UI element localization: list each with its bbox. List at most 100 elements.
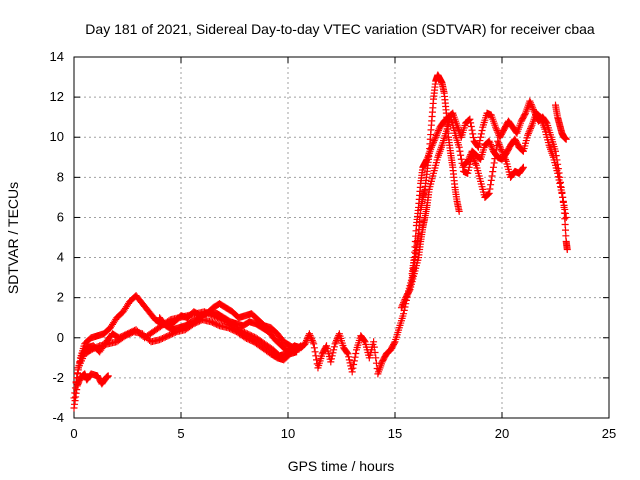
data-point <box>464 157 472 165</box>
data-point <box>432 132 440 140</box>
series-s9 <box>459 109 570 221</box>
data-point <box>345 353 353 361</box>
data-point <box>465 163 473 171</box>
data-point <box>350 357 358 365</box>
data-point <box>467 123 475 131</box>
data-point <box>352 349 360 357</box>
data-point <box>526 126 534 134</box>
plot-frame <box>73 56 610 419</box>
data-point <box>478 127 486 135</box>
data-point <box>399 300 407 308</box>
y-tick-label: 14 <box>50 49 64 64</box>
data-point <box>529 104 537 112</box>
data-point <box>457 151 465 159</box>
data-point <box>495 141 503 149</box>
data-point <box>526 97 534 105</box>
data-point <box>371 348 379 356</box>
data-point <box>466 152 474 160</box>
data-point <box>332 338 340 346</box>
data-point <box>559 193 567 201</box>
data-point <box>104 372 112 380</box>
y-tick-label: -2 <box>52 370 64 385</box>
data-point <box>494 137 502 145</box>
data-point <box>434 128 442 136</box>
data-point <box>477 130 485 138</box>
data-point <box>397 304 405 312</box>
y-tick-label: 4 <box>57 250 64 265</box>
data-point <box>71 384 79 392</box>
y-tick-label: -4 <box>52 410 64 425</box>
data-point <box>561 209 569 217</box>
data-point <box>492 123 500 131</box>
data-point <box>525 128 533 136</box>
data-point <box>527 125 535 133</box>
data-point <box>329 349 337 357</box>
data-point <box>71 389 79 397</box>
data-point <box>430 137 438 145</box>
data-point <box>493 127 501 135</box>
data-point <box>472 160 480 168</box>
data-point <box>400 297 408 305</box>
x-tick-label: 0 <box>70 426 77 441</box>
data-point <box>484 190 492 198</box>
data-point <box>428 142 436 150</box>
data-point <box>347 365 355 373</box>
data-point <box>521 110 529 118</box>
y-tick-label: 0 <box>57 330 64 345</box>
data-point <box>344 350 352 358</box>
data-point <box>555 176 563 184</box>
data-point <box>485 137 493 145</box>
data-point <box>398 302 406 310</box>
y-tick-label: 8 <box>57 169 64 184</box>
data-point <box>487 141 495 149</box>
data-point <box>331 340 339 348</box>
x-tick-label: 25 <box>602 426 616 441</box>
data-point <box>427 143 435 151</box>
data-point <box>322 343 330 351</box>
axis-ticks: 0 5 10 15 20 25 -4 -2 0 2 4 6 8 10 12 14 <box>50 49 617 441</box>
data-point <box>498 147 506 155</box>
data-point <box>351 353 359 361</box>
data-point <box>328 355 336 363</box>
data-point <box>308 336 316 344</box>
data-point <box>327 358 335 366</box>
x-tick-label: 15 <box>388 426 402 441</box>
data-point <box>470 156 478 164</box>
data-point <box>431 135 439 143</box>
data-point <box>350 361 358 369</box>
data-point <box>556 179 564 187</box>
data-point <box>464 156 472 164</box>
data-point <box>467 119 475 127</box>
data-point <box>306 331 314 339</box>
data-point <box>527 123 535 131</box>
y-tick-label: 12 <box>50 89 64 104</box>
data-point <box>524 131 532 139</box>
data-point <box>400 310 408 318</box>
data-point <box>494 139 502 147</box>
data-point <box>471 158 479 166</box>
x-tick-label: 20 <box>495 426 509 441</box>
data-point <box>557 186 565 194</box>
data-point <box>433 130 441 138</box>
chart-title: Day 181 of 2021, Sidereal Day-to-day VTE… <box>85 21 595 37</box>
series-s7 <box>397 113 527 312</box>
data-point <box>466 115 474 123</box>
x-tick-label: 10 <box>281 426 295 441</box>
data-point <box>487 181 495 189</box>
data-point <box>519 163 527 171</box>
data-point <box>401 295 409 303</box>
data-point <box>345 356 353 364</box>
data-point <box>330 346 338 354</box>
data-point <box>489 163 497 171</box>
data-point <box>310 344 318 352</box>
data-point <box>486 185 494 193</box>
data-point <box>490 159 498 167</box>
data-point <box>562 135 570 143</box>
data-point <box>487 142 495 150</box>
data-point <box>465 154 473 162</box>
data-point <box>302 338 310 346</box>
x-axis-label: GPS time / hours <box>288 458 395 474</box>
data-point <box>489 168 497 176</box>
